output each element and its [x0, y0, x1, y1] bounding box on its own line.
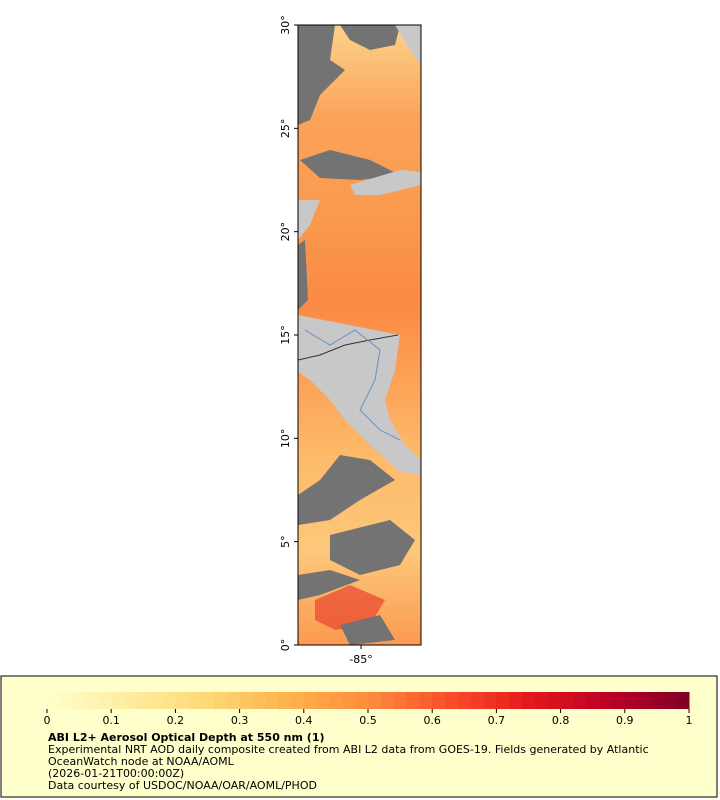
colorbar-tick-label: 0.4	[295, 714, 313, 727]
colorbar-tick-label: 0.2	[167, 714, 185, 727]
colorbar-cell	[239, 692, 253, 709]
colorbar-cell	[483, 692, 497, 709]
colorbar-cell	[213, 692, 228, 709]
colorbar-cell	[586, 692, 600, 709]
colorbar-cell	[72, 692, 87, 709]
colorbar-cell	[85, 692, 99, 709]
colorbar-cell	[124, 692, 138, 709]
colorbar-cell	[380, 692, 395, 709]
y-tick-label: 30°	[279, 15, 292, 35]
y-tick-label: 25°	[279, 119, 292, 139]
colorbar-cell	[290, 692, 305, 709]
colorbar-cell	[368, 692, 382, 709]
colorbar-cell	[637, 692, 651, 709]
colorbar-tick-label: 0.5	[359, 714, 377, 727]
x-tick-label: -85°	[349, 653, 372, 666]
colorbar-cell	[329, 692, 343, 709]
legend-title: ABI L2+ Aerosol Optical Depth at 550 nm …	[48, 731, 325, 744]
y-tick-label: 15°	[279, 325, 292, 345]
colorbar-cell	[226, 692, 241, 709]
colorbar-cell	[316, 692, 330, 709]
colorbar-cell	[547, 692, 562, 709]
colorbar-cell	[175, 692, 189, 709]
colorbar-cell	[188, 692, 202, 709]
colorbar-cell	[278, 692, 292, 709]
colorbar-cell	[445, 692, 459, 709]
axes: 0° 5° 10° 15° 20° 25° 30° -85°	[279, 15, 373, 666]
colorbar-tick-label: 1	[686, 714, 693, 727]
y-tick-label: 0°	[279, 639, 292, 652]
colorbar-cell	[432, 692, 446, 709]
colorbar-cell	[342, 692, 356, 709]
colorbar-cell	[457, 692, 472, 709]
colorbar-cell	[355, 692, 369, 709]
colorbar-cell	[560, 692, 574, 709]
legend-description: OceanWatch node at NOAA/AOML	[48, 755, 235, 768]
colorbar-cell	[149, 692, 164, 709]
colorbar-cell	[201, 692, 215, 709]
colorbar-tick-label: 0.6	[423, 714, 441, 727]
colorbar-tick-label: 0.7	[488, 714, 506, 727]
colorbar-cell	[111, 692, 125, 709]
colorbar-cell	[509, 692, 523, 709]
colorbar-cell	[573, 692, 587, 709]
colorbar-cell	[162, 692, 176, 709]
colorbar-cell	[663, 692, 677, 709]
colorbar-cell	[393, 692, 408, 709]
colorbar-cell	[522, 692, 536, 709]
colorbar-tick-label: 0.3	[231, 714, 249, 727]
legend-description: Experimental NRT AOD daily composite cre…	[48, 743, 649, 756]
colorbar-cell	[406, 692, 420, 709]
colorbar-cell	[252, 692, 266, 709]
colorbar-cell	[624, 692, 639, 709]
colorbar-cell	[59, 692, 74, 709]
y-tick-label: 5°	[279, 535, 292, 548]
colorbar-cell	[611, 692, 626, 709]
colorbar-cell	[534, 692, 549, 709]
colorbar-tick-label: 0	[44, 714, 51, 727]
colorbar-cell	[47, 692, 61, 709]
legend-description: Data courtesy of USDOC/NOAA/OAR/AOML/PHO…	[48, 779, 317, 792]
colorbar-cell	[98, 692, 112, 709]
colorbar-cell	[496, 692, 510, 709]
colorbar-tick-label: 0.8	[552, 714, 570, 727]
colorbar-cell	[650, 692, 664, 709]
colorbar-cell	[676, 692, 690, 709]
colorbar-cell	[599, 692, 613, 709]
map-image	[298, 25, 421, 645]
legend: ABI L2+ Aerosol Optical Depth at 550 nm …	[44, 692, 693, 792]
colorbar-cell	[419, 692, 433, 709]
legend-description: (2026-01-21T00:00:00Z)	[48, 767, 184, 780]
colorbar-tick-label: 0.1	[102, 714, 120, 727]
colorbar-tick-label: 0.9	[616, 714, 634, 727]
y-tick-label: 20°	[279, 222, 292, 242]
colorbar-cell	[136, 692, 151, 709]
colorbar-cell	[265, 692, 279, 709]
colorbar-cell	[470, 692, 485, 709]
colorbar-cell	[303, 692, 318, 709]
y-tick-label: 10°	[279, 429, 292, 449]
